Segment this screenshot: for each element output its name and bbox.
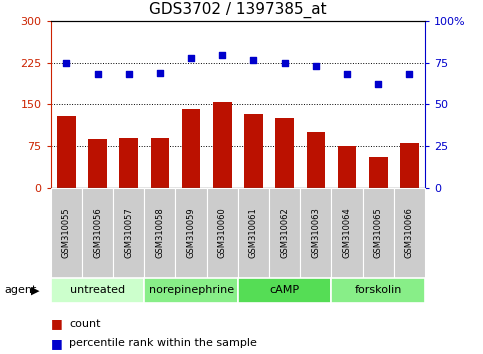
Text: ▶: ▶ <box>31 285 40 295</box>
Text: GSM310061: GSM310061 <box>249 207 258 258</box>
Bar <box>207 188 238 278</box>
Point <box>281 60 288 66</box>
Bar <box>51 188 82 278</box>
Text: norepinephrine: norepinephrine <box>149 285 234 295</box>
Title: GDS3702 / 1397385_at: GDS3702 / 1397385_at <box>149 2 327 18</box>
Bar <box>369 157 388 188</box>
Bar <box>119 138 138 188</box>
Bar <box>175 188 207 278</box>
Point <box>250 57 257 62</box>
Bar <box>338 146 356 188</box>
Text: GSM310058: GSM310058 <box>156 207 164 258</box>
Point <box>406 72 413 77</box>
Point <box>218 52 226 57</box>
Bar <box>88 139 107 188</box>
Text: GSM310060: GSM310060 <box>218 207 227 258</box>
Bar <box>363 188 394 278</box>
Text: GSM310062: GSM310062 <box>280 207 289 258</box>
Bar <box>82 188 113 278</box>
Bar <box>275 118 294 188</box>
Bar <box>394 188 425 278</box>
Point <box>156 70 164 76</box>
Text: ■: ■ <box>51 318 62 330</box>
Text: percentile rank within the sample: percentile rank within the sample <box>69 338 257 348</box>
Text: GSM310063: GSM310063 <box>312 207 320 258</box>
Point <box>187 55 195 61</box>
Point <box>374 82 382 87</box>
Point <box>312 63 320 69</box>
Bar <box>300 188 331 278</box>
Text: count: count <box>69 319 100 329</box>
Text: forskolin: forskolin <box>355 285 402 295</box>
Point <box>125 72 132 77</box>
Bar <box>113 188 144 278</box>
Text: GSM310064: GSM310064 <box>342 207 352 258</box>
Text: untreated: untreated <box>70 285 125 295</box>
Text: cAMP: cAMP <box>270 285 300 295</box>
Bar <box>238 188 269 278</box>
Bar <box>57 115 76 188</box>
Text: GSM310056: GSM310056 <box>93 207 102 258</box>
Bar <box>331 188 363 278</box>
Bar <box>238 278 331 303</box>
Text: GSM310055: GSM310055 <box>62 207 71 258</box>
Point <box>62 60 70 66</box>
Bar <box>269 188 300 278</box>
Bar <box>213 102 232 188</box>
Text: GSM310057: GSM310057 <box>124 207 133 258</box>
Bar <box>307 132 325 188</box>
Text: ■: ■ <box>51 337 62 350</box>
Text: agent: agent <box>5 285 37 295</box>
Text: GSM310066: GSM310066 <box>405 207 414 258</box>
Bar <box>144 188 175 278</box>
Text: GSM310059: GSM310059 <box>186 207 196 258</box>
Bar <box>331 278 425 303</box>
Point <box>343 72 351 77</box>
Bar <box>244 114 263 188</box>
Bar <box>400 143 419 188</box>
Point <box>94 72 101 77</box>
Text: GSM310065: GSM310065 <box>374 207 383 258</box>
Bar <box>151 138 169 188</box>
Bar <box>51 278 144 303</box>
Bar <box>182 109 200 188</box>
Bar <box>144 278 238 303</box>
